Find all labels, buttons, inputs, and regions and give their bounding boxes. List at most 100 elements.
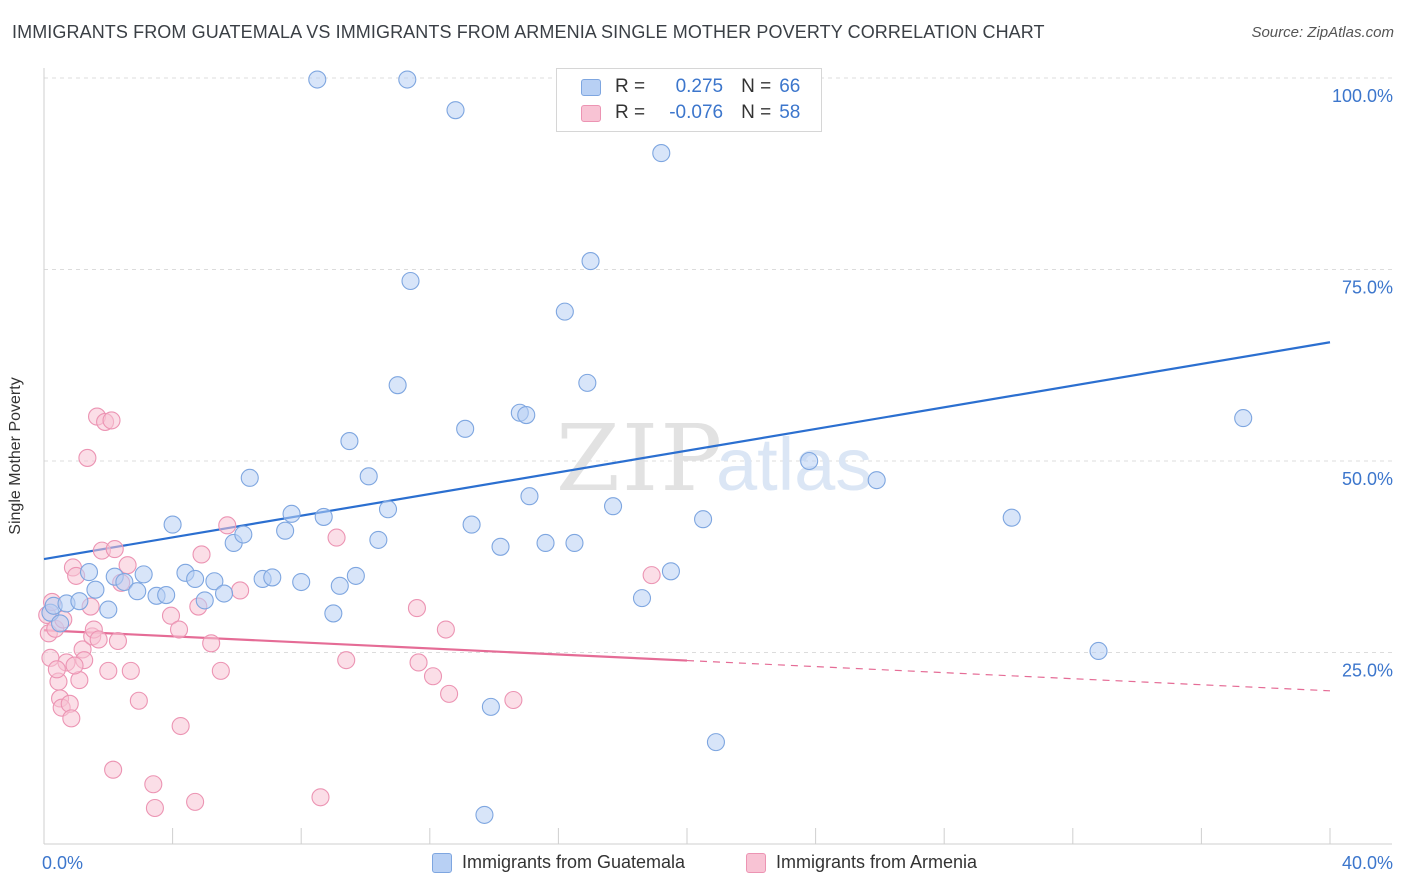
point-armenia [129, 691, 148, 710]
point-armenia [211, 661, 230, 680]
point-armenia [440, 684, 459, 703]
y-tick-label: 100.0% [1332, 86, 1393, 106]
point-armenia [218, 516, 237, 535]
point-guatemala [446, 101, 465, 120]
point-guatemala [694, 510, 713, 529]
point-guatemala [456, 419, 475, 438]
point-armenia [104, 760, 123, 779]
point-guatemala [481, 697, 500, 716]
point-armenia [504, 690, 523, 710]
legend-r-label: R = [615, 102, 646, 123]
legend-n-label: N = [741, 102, 772, 123]
legend-row-guatemala: R = 0.275 N = 66 [581, 75, 800, 99]
legend-r-value-guatemala: 0.275 [675, 76, 724, 97]
series-legend-guatemala-label: Immigrants from Guatemala [462, 852, 686, 872]
point-guatemala [276, 521, 295, 540]
point-guatemala [314, 507, 333, 526]
point-armenia [108, 631, 127, 651]
point-guatemala [195, 591, 214, 610]
point-guatemala [517, 405, 536, 425]
point-armenia [144, 775, 163, 794]
point-armenia [231, 581, 250, 600]
legend-r-label: R = [615, 76, 646, 97]
point-guatemala [282, 504, 301, 523]
point-armenia [121, 661, 140, 680]
point-guatemala [186, 569, 205, 589]
point-armenia [407, 599, 426, 618]
point-armenia [311, 788, 330, 807]
point-armenia [145, 798, 164, 818]
trend-line-guatemala [43, 341, 1331, 561]
point-guatemala [632, 589, 652, 608]
y-tick-label: 25.0% [1342, 661, 1393, 681]
point-armenia [78, 448, 97, 467]
point-guatemala [346, 566, 365, 585]
point-guatemala [70, 592, 89, 611]
point-armenia [192, 545, 211, 564]
trend-line-armenia [43, 629, 688, 662]
point-armenia [62, 709, 81, 728]
point-guatemala [388, 376, 407, 395]
y-tick-label: 75.0% [1342, 278, 1393, 298]
point-guatemala [79, 563, 99, 582]
trend-lines [43, 341, 1331, 692]
trend-line-armenia-projection [686, 659, 1331, 692]
legend-n-value-armenia: 58 [779, 102, 801, 123]
point-guatemala [99, 600, 118, 619]
point-guatemala [51, 614, 70, 633]
point-guatemala [581, 252, 600, 271]
point-guatemala [555, 302, 574, 321]
chart-title: IMMIGRANTS FROM GUATEMALA VS IMMIGRANTS … [12, 22, 1045, 42]
stats-legend: R = 0.275 N = 66 R = -0.076 N = 58 [556, 68, 822, 132]
point-guatemala [128, 582, 147, 601]
point-guatemala [520, 487, 539, 506]
point-guatemala [378, 500, 398, 519]
series-legend-armenia: Immigrants from Armenia [746, 852, 977, 873]
armenia-swatch [746, 852, 766, 873]
point-guatemala [163, 515, 182, 534]
point-guatemala [398, 70, 417, 89]
point-armenia [171, 716, 190, 736]
point-guatemala [800, 451, 819, 471]
point-armenia [161, 606, 181, 625]
point-guatemala [536, 533, 555, 553]
watermark-atlas: atlas [716, 423, 872, 506]
point-guatemala [359, 467, 378, 486]
point-guatemala [706, 733, 725, 752]
point-guatemala [401, 271, 420, 291]
point-guatemala [292, 572, 311, 592]
point-guatemala [1089, 641, 1108, 661]
point-guatemala [157, 585, 176, 605]
series-legend-armenia-label: Immigrants from Armenia [776, 852, 978, 872]
legend-n-value-guatemala: 66 [779, 76, 801, 97]
armenia-swatch [581, 104, 601, 122]
point-guatemala [491, 537, 510, 556]
point-armenia [642, 566, 661, 585]
point-guatemala [240, 468, 259, 487]
point-guatemala [578, 373, 597, 392]
point-armenia [436, 620, 455, 639]
point-armenia [102, 411, 121, 430]
point-guatemala [340, 432, 359, 451]
point-guatemala [1234, 409, 1253, 428]
data-points [38, 70, 1253, 824]
point-guatemala [214, 584, 234, 603]
point-guatemala [330, 576, 349, 595]
point-guatemala [263, 568, 282, 587]
point-armenia [47, 660, 66, 679]
point-guatemala [308, 70, 327, 89]
legend-n-label: N = [741, 76, 772, 97]
point-armenia [169, 620, 189, 639]
series-legend: Immigrants from Guatemala Immigrants fro… [0, 852, 1406, 878]
point-guatemala [1002, 508, 1021, 527]
point-armenia [327, 528, 346, 547]
point-guatemala [324, 604, 343, 623]
point-armenia [89, 630, 108, 649]
point-guatemala [565, 533, 584, 553]
point-guatemala [867, 471, 886, 490]
source-credit: Source: ZipAtlas.com [1251, 24, 1394, 41]
point-guatemala [205, 572, 224, 591]
x-tick-label: 40.0% [1342, 853, 1393, 873]
point-armenia [202, 634, 221, 653]
